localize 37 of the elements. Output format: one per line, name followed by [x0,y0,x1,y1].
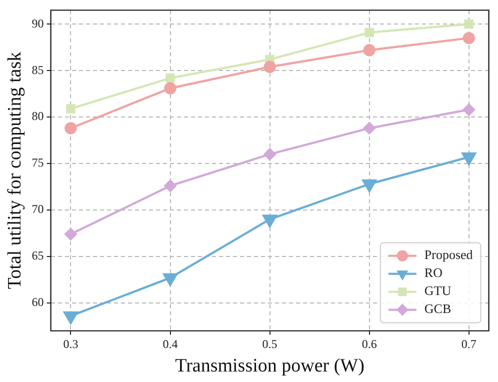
point [363,44,376,56]
y-tick-label: 65 [32,248,44,263]
legend-label: GCB [424,301,452,316]
point [164,180,176,192]
point [164,82,176,94]
y-axis-title: Total utility for computing task [4,51,26,290]
legend-label: GTU [424,283,452,298]
point [262,214,277,228]
x-tick-label: 0.4 [162,337,178,352]
y-tick-label: 60 [32,295,44,310]
point [364,28,374,38]
y-tick-label: 70 [32,202,44,216]
y-tick-label: 90 [32,16,44,30]
x-axis-title: Transmission power (W) [175,356,364,377]
y-tick-label: 80 [32,109,44,124]
x-tick-label: 0.3 [63,337,78,352]
point [66,104,76,114]
point [363,122,376,134]
x-tick-label: 0.7 [461,337,476,352]
point [163,273,178,286]
point [264,60,276,73]
point [464,20,474,29]
legend-label: RO [424,265,442,280]
x-tick-label: 0.5 [262,337,278,352]
point [462,152,476,166]
point [462,32,475,44]
y-tick-label: 85 [32,62,44,77]
point [362,179,377,192]
point [264,148,276,160]
x-tick-label: 0.6 [362,337,377,352]
point [64,228,77,240]
point [166,73,175,83]
point [462,104,475,116]
point [64,122,77,134]
legend-label: Proposed [424,247,474,262]
y-tick-label: 75 [32,156,44,170]
point [64,311,78,324]
